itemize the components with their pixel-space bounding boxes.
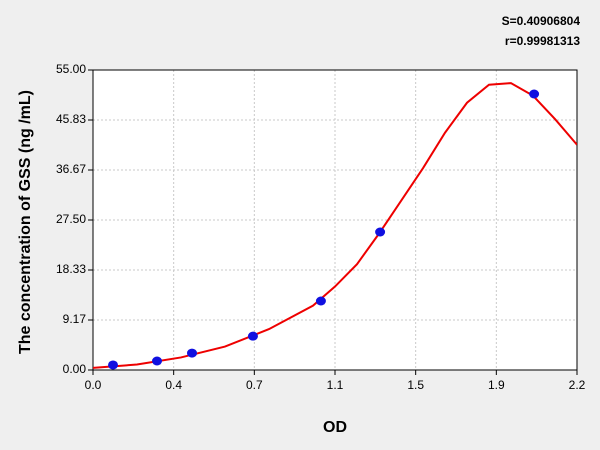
x-tick-label: 1.1 [327, 378, 344, 392]
y-axis-label: The concentration of GSS (ng /mL) [17, 90, 34, 354]
y-tick-label: 55.00 [56, 62, 86, 76]
y-tick-label: 36.67 [56, 162, 86, 176]
y-tick-label: 0.00 [63, 362, 87, 376]
data-point [247, 331, 258, 341]
x-tick-label: 0.4 [165, 378, 182, 392]
data-point [315, 296, 326, 306]
annotation: r=0.99981313 [505, 34, 580, 48]
annotation: S=0.40906804 [502, 14, 581, 28]
x-tick-label: 1.5 [407, 378, 424, 392]
y-tick-label: 45.83 [56, 112, 86, 126]
x-tick-label: 2.2 [569, 378, 586, 392]
data-point [375, 227, 386, 237]
y-tick-label: 9.17 [63, 312, 87, 326]
x-axis-label: OD [323, 419, 347, 436]
x-tick-label: 0.0 [85, 378, 102, 392]
data-point [529, 89, 540, 99]
y-tick-label: 18.33 [56, 262, 86, 276]
plot-frame [92, 69, 578, 371]
data-point [152, 356, 163, 366]
x-tick-label: 1.9 [488, 378, 505, 392]
x-tick-label: 0.7 [246, 378, 263, 392]
y-tick-label: 27.50 [56, 212, 86, 226]
data-point [108, 360, 119, 370]
fit-curve [93, 82, 577, 369]
data-point [187, 348, 197, 358]
